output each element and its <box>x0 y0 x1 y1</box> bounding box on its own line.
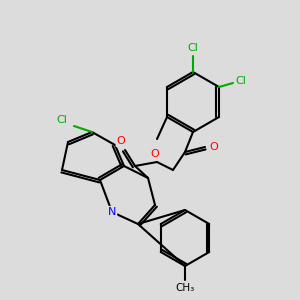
Text: Cl: Cl <box>57 115 68 125</box>
Text: Cl: Cl <box>188 43 198 53</box>
Text: CH₃: CH₃ <box>176 283 195 293</box>
Text: O: O <box>117 136 125 146</box>
Text: Cl: Cl <box>236 76 246 86</box>
Text: O: O <box>151 149 159 159</box>
Text: N: N <box>108 207 116 217</box>
Text: O: O <box>210 142 218 152</box>
